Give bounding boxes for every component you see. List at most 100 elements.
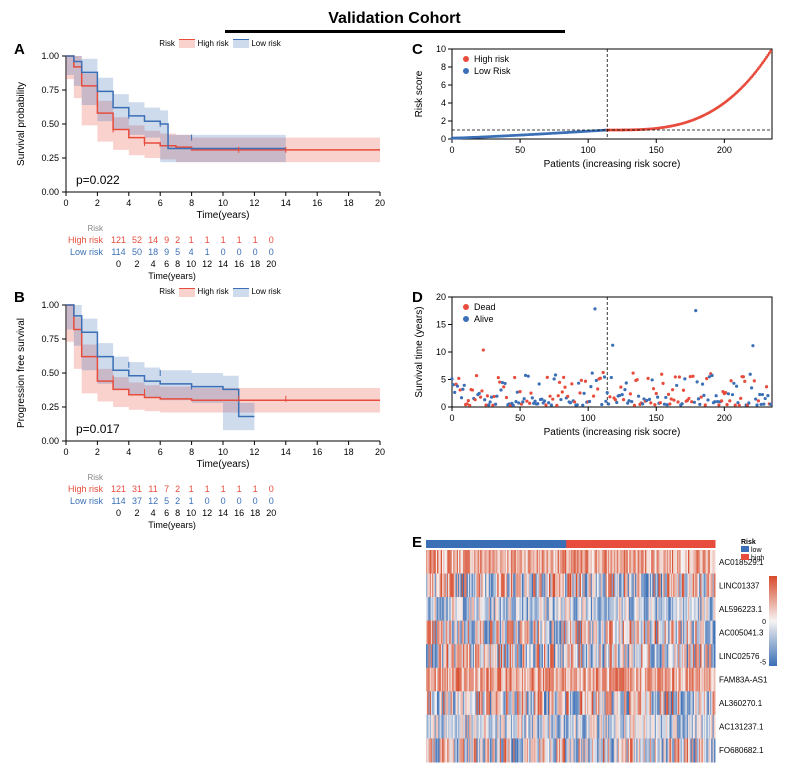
- svg-text:16: 16: [312, 447, 322, 457]
- svg-text:100: 100: [581, 413, 596, 423]
- svg-text:FAM83A-AS1: FAM83A-AS1: [719, 675, 768, 684]
- svg-text:0.75: 0.75: [41, 85, 59, 95]
- panel-a-risk-table: RiskHigh risk121521492111110Low risk1145…: [64, 222, 400, 283]
- svg-text:10: 10: [218, 447, 228, 457]
- svg-text:0.25: 0.25: [41, 402, 59, 412]
- svg-text:8: 8: [189, 447, 194, 457]
- svg-text:150: 150: [649, 413, 664, 423]
- svg-text:150: 150: [649, 145, 664, 155]
- svg-text:18: 18: [344, 198, 354, 208]
- svg-text:Risk: Risk: [741, 539, 756, 546]
- panel-b: B Risk High risk Low risk 0 2 4 6 8 10 12 14 16 1…: [10, 287, 400, 531]
- svg-text:100: 100: [581, 145, 596, 155]
- svg-text:20: 20: [436, 292, 446, 302]
- svg-text:Risk score: Risk score: [414, 70, 425, 117]
- svg-text:0.75: 0.75: [41, 334, 59, 344]
- panel-e-label: E: [412, 534, 422, 551]
- svg-text:16: 16: [312, 198, 322, 208]
- svg-text:12: 12: [249, 198, 259, 208]
- risk-score-plot: 0246810050100150200Patients (increasing …: [408, 39, 778, 169]
- svg-text:Patients (increasing risk socr: Patients (increasing risk socre): [544, 427, 681, 437]
- svg-text:8: 8: [189, 198, 194, 208]
- svg-text:2: 2: [95, 198, 100, 208]
- panel-e: E AC018529.1LINC01337AL596223.1AC005041.…: [408, 536, 788, 766]
- svg-text:10: 10: [436, 347, 446, 357]
- svg-text:4: 4: [126, 198, 131, 208]
- svg-text:Dead: Dead: [474, 302, 496, 312]
- svg-text:4: 4: [126, 447, 131, 457]
- svg-text:4: 4: [441, 98, 446, 108]
- svg-text:20: 20: [375, 198, 385, 208]
- svg-text:6: 6: [158, 447, 163, 457]
- panel-b-label: B: [14, 289, 25, 306]
- svg-text:8: 8: [441, 62, 446, 72]
- svg-text:AL596223.1: AL596223.1: [719, 605, 763, 614]
- panel-b-legend: Risk High risk Low risk: [40, 287, 400, 296]
- svg-text:Survival probability: Survival probability: [16, 82, 27, 166]
- panel-d: D 05101520050100150200Patients (increasi…: [408, 287, 788, 531]
- svg-text:12: 12: [249, 447, 259, 457]
- svg-text:2: 2: [441, 116, 446, 126]
- svg-text:50: 50: [515, 145, 525, 155]
- svg-text:AC005041.3: AC005041.3: [719, 628, 764, 637]
- svg-text:6: 6: [441, 80, 446, 90]
- km-plot-b: 0 2 4 6 8 10 12 14 16 18 20 0.00 0.25 0.50 0.75 1.00 Pro…: [10, 299, 390, 469]
- svg-text:p=0.017: p=0.017: [76, 422, 120, 436]
- svg-text:200: 200: [717, 413, 732, 423]
- svg-text:0: 0: [449, 413, 454, 423]
- panel-a: A Risk High risk Low risk 0 2 4 6 8 10 12 14 16 1…: [10, 39, 400, 283]
- svg-text:LINC01337: LINC01337: [719, 581, 760, 590]
- svg-text:FO680682.1: FO680682.1: [719, 746, 764, 755]
- svg-text:0: 0: [449, 145, 454, 155]
- svg-text:14: 14: [281, 447, 291, 457]
- panel-c: C 0246810050100150200Patients (increasin…: [408, 39, 788, 283]
- svg-text:0: 0: [762, 619, 766, 626]
- svg-text:AL360270.1: AL360270.1: [719, 699, 763, 708]
- svg-text:0: 0: [63, 198, 68, 208]
- svg-text:5: 5: [441, 375, 446, 385]
- svg-text:0.50: 0.50: [41, 119, 59, 129]
- survival-scatter-plot: 05101520050100150200Patients (increasing…: [408, 287, 778, 437]
- svg-text:0.50: 0.50: [41, 368, 59, 378]
- svg-text:6: 6: [158, 198, 163, 208]
- svg-text:Progression free survival: Progression free survival: [16, 318, 27, 428]
- panel-b-risk-table: RiskHigh risk121311172111110Low risk1143…: [64, 471, 400, 532]
- svg-text:200: 200: [717, 145, 732, 155]
- svg-text:0: 0: [441, 402, 446, 412]
- svg-text:0.00: 0.00: [41, 436, 59, 446]
- svg-text:Time(years): Time(years): [197, 459, 250, 469]
- km-plot-a: 0 2 4 6 8 10 12 14 16 18 20 0.00 0.25 0.50 0.75 1.00 Sur…: [10, 50, 390, 220]
- svg-text:10: 10: [436, 44, 446, 54]
- svg-text:0.00: 0.00: [41, 187, 59, 197]
- svg-text:14: 14: [281, 198, 291, 208]
- svg-text:0.25: 0.25: [41, 153, 59, 163]
- svg-text:2: 2: [95, 447, 100, 457]
- svg-text:p=0.022: p=0.022: [76, 173, 120, 187]
- svg-text:Alive: Alive: [474, 314, 494, 324]
- svg-text:Survival time (years): Survival time (years): [414, 307, 425, 398]
- svg-text:50: 50: [515, 413, 525, 423]
- svg-text:low: low: [751, 547, 762, 554]
- panel-c-label: C: [412, 41, 423, 58]
- svg-text:18: 18: [344, 447, 354, 457]
- svg-text:Time(years): Time(years): [197, 210, 250, 220]
- svg-text:high: high: [751, 555, 764, 562]
- svg-text:LINC02576: LINC02576: [719, 652, 760, 661]
- svg-text:1.00: 1.00: [41, 51, 59, 61]
- heatmap: AC018529.1LINC01337AL596223.1AC005041.3L…: [408, 536, 783, 766]
- svg-text:High risk: High risk: [474, 54, 510, 64]
- svg-text:AC131237.1: AC131237.1: [719, 722, 764, 731]
- svg-text:15: 15: [436, 320, 446, 330]
- svg-text:1.00: 1.00: [41, 300, 59, 310]
- panel-a-label: A: [14, 41, 25, 58]
- svg-text:0: 0: [441, 134, 446, 144]
- title-underline: [225, 30, 565, 33]
- svg-text:10: 10: [218, 198, 228, 208]
- svg-text:20: 20: [375, 447, 385, 457]
- svg-text:0: 0: [63, 447, 68, 457]
- panel-a-legend: Risk High risk Low risk: [40, 39, 400, 48]
- svg-text:Patients (increasing risk socr: Patients (increasing risk socre): [544, 159, 681, 169]
- svg-text:Low Risk: Low Risk: [474, 66, 511, 76]
- svg-text:-5: -5: [760, 659, 766, 666]
- page-title: Validation Cohort: [328, 10, 460, 30]
